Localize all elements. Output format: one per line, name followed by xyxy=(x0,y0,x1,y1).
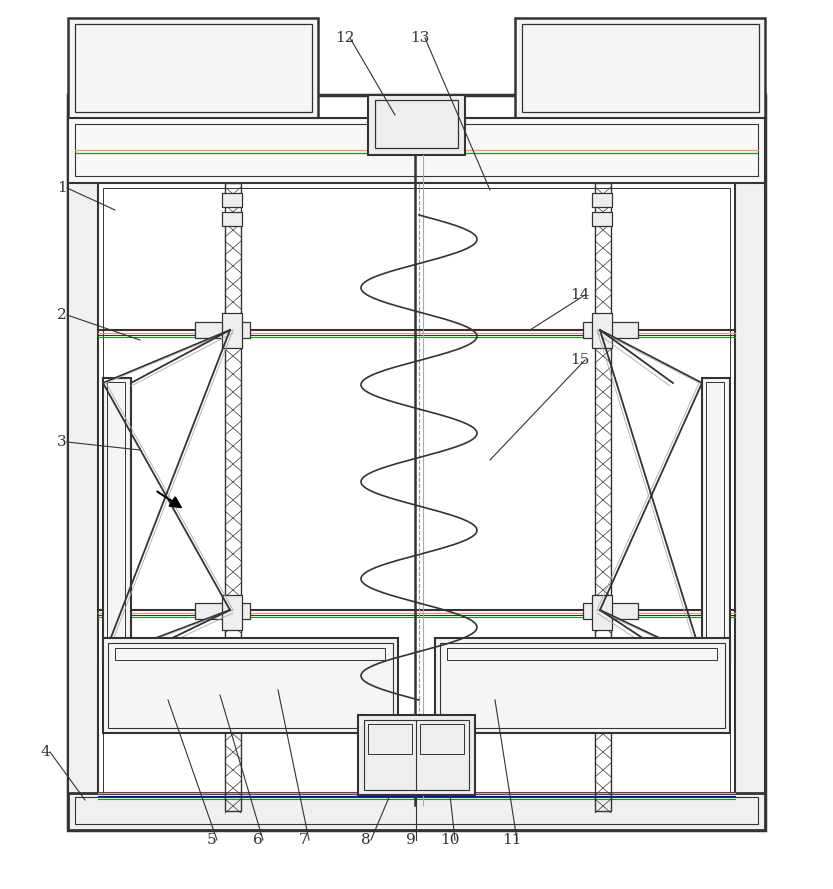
Bar xyxy=(103,378,131,663)
Bar xyxy=(440,643,725,728)
Bar xyxy=(375,100,458,148)
Text: 2: 2 xyxy=(57,308,67,322)
Text: 3: 3 xyxy=(57,435,67,449)
Bar xyxy=(435,638,730,733)
Bar xyxy=(75,24,312,112)
Bar xyxy=(75,797,758,824)
Bar xyxy=(115,648,385,660)
Bar xyxy=(368,95,465,155)
Bar xyxy=(522,24,759,112)
Bar xyxy=(68,793,765,830)
Bar xyxy=(222,193,242,207)
Bar xyxy=(75,124,758,176)
Text: 6: 6 xyxy=(253,833,263,847)
Text: 10: 10 xyxy=(441,833,460,847)
Bar xyxy=(222,212,242,226)
Text: 5: 5 xyxy=(207,833,217,847)
Bar xyxy=(447,648,717,660)
Bar xyxy=(364,720,469,790)
Bar xyxy=(735,95,765,830)
Bar xyxy=(592,193,612,207)
Text: 12: 12 xyxy=(335,31,355,45)
Text: 1: 1 xyxy=(57,181,67,195)
Bar xyxy=(108,643,393,728)
Bar xyxy=(195,603,250,619)
Bar xyxy=(107,382,125,659)
Bar xyxy=(592,212,612,226)
Bar xyxy=(222,595,242,630)
Bar xyxy=(103,188,730,803)
Bar xyxy=(368,724,412,754)
Bar xyxy=(592,313,612,348)
Text: 8: 8 xyxy=(362,833,371,847)
Bar xyxy=(68,95,98,830)
Bar xyxy=(592,595,612,630)
Bar xyxy=(225,183,241,811)
Text: 9: 9 xyxy=(407,833,416,847)
Bar xyxy=(583,603,638,619)
Bar xyxy=(68,18,318,118)
Text: 7: 7 xyxy=(299,833,309,847)
Bar xyxy=(195,322,250,338)
Bar xyxy=(702,378,730,663)
Bar xyxy=(68,95,765,830)
Bar xyxy=(358,715,475,795)
Bar xyxy=(420,724,464,754)
Bar xyxy=(98,183,735,808)
Text: 13: 13 xyxy=(411,31,430,45)
Text: 15: 15 xyxy=(571,353,590,367)
Bar xyxy=(68,118,765,183)
Text: 4: 4 xyxy=(40,745,50,759)
Bar xyxy=(515,18,765,118)
Text: 11: 11 xyxy=(502,833,521,847)
Text: 14: 14 xyxy=(571,288,590,302)
Bar xyxy=(103,638,398,733)
Bar xyxy=(595,183,611,811)
Bar xyxy=(583,322,638,338)
Bar xyxy=(706,382,724,659)
Bar xyxy=(222,313,242,348)
